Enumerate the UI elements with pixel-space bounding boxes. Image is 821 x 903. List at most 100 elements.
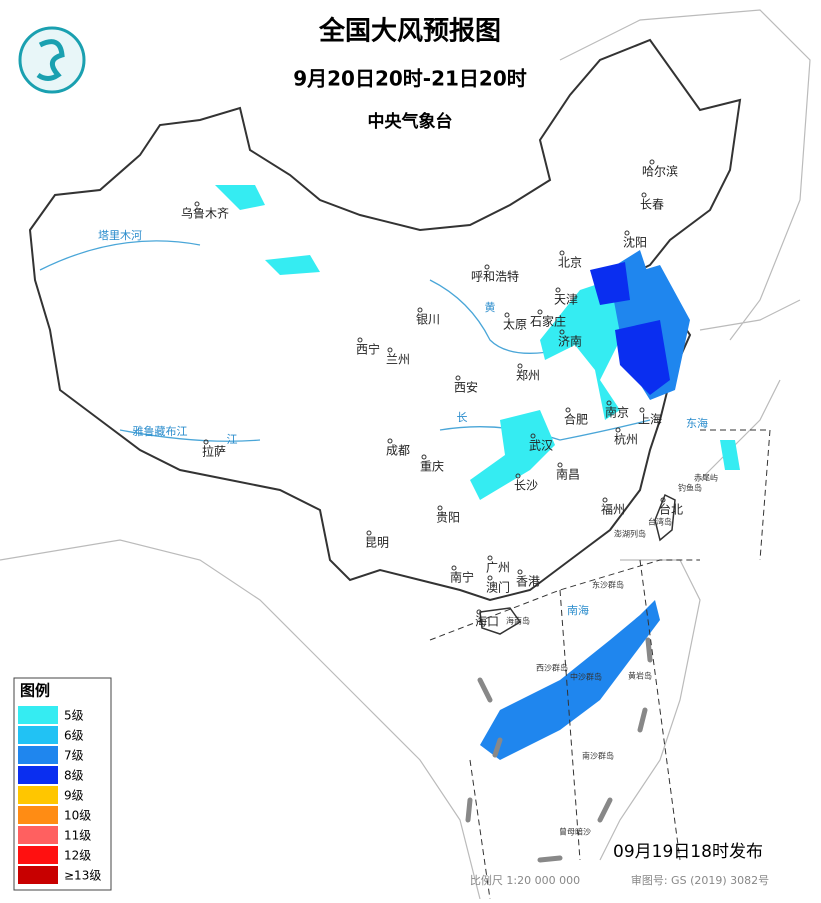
legend-swatch (18, 786, 58, 804)
city-label: 香港 (516, 575, 540, 589)
wind-area-8 (590, 262, 670, 395)
city-label: 贵阳 (436, 511, 460, 525)
wind-area-7 (480, 600, 660, 760)
sea-boundary (429, 429, 771, 900)
legend-label: 6级 (64, 729, 84, 743)
legend-swatch (18, 706, 58, 724)
city-label: 沈阳 (623, 235, 647, 250)
city-label: 海口 (475, 614, 499, 629)
city-label: 太原 (503, 317, 527, 332)
legend-swatch (18, 866, 58, 884)
city-label: 长沙 (514, 479, 538, 493)
city-dot (504, 312, 510, 318)
river (39, 240, 651, 442)
place-label: 澎湖列岛 (614, 529, 646, 539)
city-dot (641, 192, 647, 198)
scale: 比例尺 1:20 000 000 (470, 873, 580, 887)
city-label: 西安 (454, 380, 478, 395)
city-dot (606, 400, 612, 406)
city-label: 乌鲁木齐 (181, 206, 229, 221)
city-dot (476, 609, 482, 615)
neighbour-outline (0, 9, 811, 900)
city-label: 成都 (386, 444, 410, 458)
city-dot (417, 307, 423, 313)
place-label: 黄岩岛 (628, 671, 652, 681)
city-label: 济南 (558, 334, 582, 349)
place-label: 东沙群岛 (592, 580, 624, 590)
city-dot (649, 159, 655, 165)
city-label: 合肥 (564, 412, 588, 427)
legend-swatch (18, 806, 58, 824)
taiwan-outline (654, 493, 676, 542)
city-label: 长春 (640, 198, 664, 212)
city-dot (602, 497, 608, 503)
title: 全国大风预报图 (318, 16, 501, 47)
legend-swatch (18, 826, 58, 844)
city-dot (357, 337, 363, 343)
place-label: 钓鱼岛 (678, 483, 702, 493)
legend: 5级 6级 7级 8级 9级 10级 11级 12级 ≥13级 (18, 706, 101, 884)
city-dot (487, 575, 493, 581)
city-dot (537, 309, 543, 315)
city-dot (624, 230, 630, 236)
wind-area-5 (215, 185, 320, 275)
city-label: 武汉 (529, 439, 553, 453)
water-label: 江 (227, 433, 238, 446)
legend-swatch (18, 726, 58, 744)
legend-swatch (18, 846, 58, 864)
city-dot (530, 433, 536, 439)
city-dot (455, 375, 461, 381)
city-label: 哈尔滨 (642, 164, 678, 179)
city-label: 昆明 (365, 536, 389, 550)
place-label: 西沙群岛 (536, 663, 568, 673)
legend-label: 11级 (64, 829, 91, 843)
wind-areas (215, 185, 740, 760)
water-label: 东海 (686, 416, 708, 430)
city-dot (660, 497, 666, 503)
release-time: 09月19日18时发布 (613, 842, 763, 862)
city-dot (437, 505, 443, 511)
hainan-outline (479, 607, 522, 635)
city-label: 南昌 (556, 467, 580, 482)
city-dot (484, 264, 490, 270)
city-dot (559, 329, 565, 335)
city-label: 郑州 (516, 368, 540, 383)
city-dot (387, 347, 393, 353)
city-label: 广州 (486, 561, 510, 575)
city-dot (557, 462, 563, 468)
city-dot (565, 407, 571, 413)
city-label: 杭州 (614, 432, 638, 447)
city-label: 拉萨 (202, 444, 226, 459)
logo-mark (36, 39, 65, 81)
city-label: 南京 (605, 405, 629, 420)
water-label: 塔里木河 (98, 229, 142, 242)
city-dot (203, 439, 209, 445)
city-label: 银川 (416, 313, 440, 327)
city-label: 西宁 (356, 342, 380, 357)
legend-label: ≥13级 (64, 869, 101, 883)
place-label: 海南岛 (506, 616, 530, 626)
city-dot (517, 569, 523, 575)
water-label: 南海 (567, 603, 589, 617)
city-dot (387, 438, 393, 444)
city-label: 兰州 (386, 353, 410, 367)
legend-label: 7级 (64, 749, 84, 763)
legend-label: 8级 (64, 769, 84, 783)
wind-area-5 (470, 280, 740, 500)
city-dot (487, 555, 493, 561)
legend-title: 图例 (20, 682, 50, 700)
city-dot (515, 473, 521, 479)
city-label: 南宁 (450, 570, 474, 585)
approval: 审图号: GS (2019) 3082号 (631, 873, 769, 887)
legend-swatch (18, 746, 58, 764)
city-dot (451, 565, 457, 571)
city-dot (194, 201, 200, 207)
city-dot (366, 530, 372, 536)
legend-label: 9级 (64, 789, 84, 803)
city-label: 呼和浩特 (471, 269, 519, 284)
legend-swatch (18, 766, 58, 784)
city-dot (421, 454, 427, 460)
